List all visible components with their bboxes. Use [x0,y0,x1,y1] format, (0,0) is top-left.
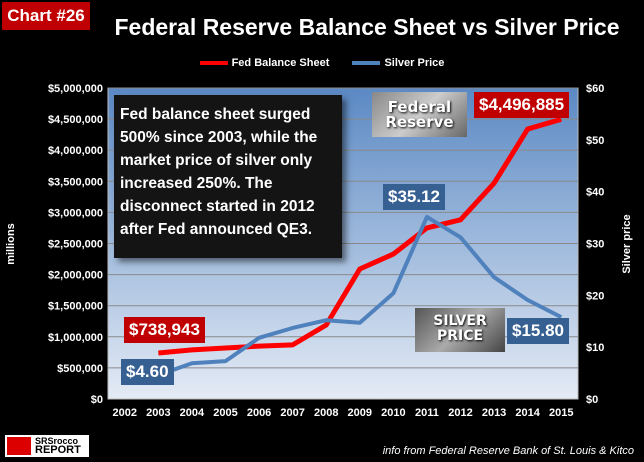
annotation-note: Fed balance sheet surged 500% since 2003… [114,95,342,258]
x-tick-label: 2003 [146,407,170,419]
y-tick-label: $500,000 [57,363,103,375]
label-silver-end: $15.80 [507,318,569,344]
x-tick-label: 2002 [113,407,137,419]
y-right-tick-label: $30 [586,239,604,251]
fed-balance-line [158,116,562,356]
y-tick-label: $1,500,000 [48,301,103,313]
srsrocco-logo: SRSrocco REPORT [5,435,89,457]
legend-swatch-fed [199,61,228,65]
y-tick-label: $2,000,000 [48,270,103,282]
x-tick-label: 2014 [515,407,540,419]
x-tick-label: 2005 [213,407,237,419]
y-tick-label: $4,000,000 [48,145,103,157]
y-tick-label: $2,500,000 [48,239,103,251]
logo-text: SRSrocco [35,436,79,446]
legend-swatch-silver [352,61,381,65]
x-tick-label: 2004 [180,407,205,419]
legend-label: Fed Balance Sheet [231,57,330,69]
y-right-tick-label: $0 [586,394,598,406]
silver-price-line [157,214,563,378]
y-right-tick-label: $20 [586,290,604,302]
x-tick-label: 2006 [247,407,271,419]
legend-label: Silver Price [384,57,445,69]
silver-image-text: PRICE [436,328,484,344]
x-tick-label: 2008 [314,407,338,419]
y-axis-label: millions [5,223,17,265]
y-tick-label: $5,000,000 [48,83,103,95]
source-note: info from Federal Reserve Bank of St. Lo… [382,445,634,457]
chart-title: Federal Reserve Balance Sheet vs Silver … [114,14,620,40]
silver-image-text: SILVER [433,313,487,329]
y-tick-label: $4,500,000 [48,114,103,126]
x-tick-label: 2015 [549,407,573,419]
legend: Fed Balance Sheet Silver Price [0,56,644,69]
y-tick-label: $1,000,000 [48,332,103,344]
x-tick-label: 2009 [348,407,372,419]
y-right-tick-label: $40 [586,187,604,199]
y-right-tick-label: $60 [586,83,604,95]
chart-badge: Chart #26 [2,2,90,30]
silver-price-image: SILVER PRICE [415,308,505,352]
x-tick-label: 2007 [280,407,304,419]
logo-flag-icon [7,437,31,455]
x-tick-label: 2012 [448,407,472,419]
legend-silver: Silver Price [352,57,444,69]
y-axis-label-right: Silver price [621,214,633,273]
label-fed-start: $738,943 [124,317,205,343]
label-fed-end: $4,496,885 [474,92,570,118]
y-right-tick-label: $10 [586,342,604,354]
logo-text: REPORT [35,444,81,456]
y-tick-label: $3,000,000 [48,207,103,219]
label-silver-start: $4.60 [121,359,174,385]
x-tick-label: 2011 [415,407,439,419]
federal-reserve-image: Federal Reserve [372,92,467,137]
label-silver-peak: $35.12 [383,184,445,210]
legend-fed: Fed Balance Sheet [199,57,330,69]
y-tick-label: $3,500,000 [48,176,103,188]
x-tick-label: 2010 [381,407,405,419]
y-right-tick-label: $50 [586,135,604,147]
x-tick-label: 2013 [482,407,506,419]
y-tick-label: $0 [91,394,103,406]
